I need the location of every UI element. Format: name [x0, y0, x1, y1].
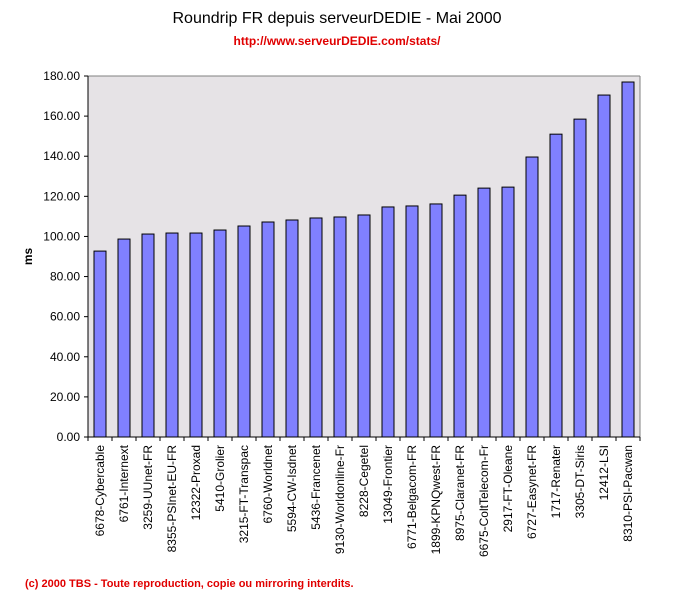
bar	[93, 250, 107, 438]
x-tick-label: 3305-DT-Siris	[573, 445, 587, 518]
x-tick-label: 6675-ColtTelecom-Fr	[477, 445, 491, 557]
x-tick-label: 6727-Easynet-FR	[525, 445, 539, 539]
x-tick-label: 9130-Worldonline-Fr	[333, 445, 347, 554]
bar	[525, 156, 539, 438]
x-tick-label: 8228-Cegetel	[357, 445, 371, 517]
stats-url-link[interactable]: http://www.serveurDEDIE.com/stats/	[233, 34, 441, 48]
bar	[477, 187, 491, 438]
bar	[597, 94, 611, 438]
x-tick-label: 3215-FT-Transpac	[237, 445, 251, 543]
x-tick-label: 13049-Frontier	[381, 445, 395, 524]
x-tick-label: 6761-Internext	[117, 444, 131, 522]
bar	[309, 217, 323, 438]
x-tick-label: 6678-Cybercable	[93, 445, 107, 537]
bar	[333, 216, 347, 438]
x-tick-label: 1899-KPNQwest-FR	[429, 445, 443, 555]
y-axis-label: ms	[21, 248, 35, 266]
x-tick-label: 5410-Grolier	[213, 445, 227, 512]
bar	[141, 233, 155, 438]
y-tick-label: 160.00	[43, 109, 80, 123]
bar	[117, 238, 131, 438]
bar	[357, 214, 371, 438]
y-tick-label: 20.00	[50, 390, 80, 404]
copyright-footer: (c) 2000 TBS - Toute reproduction, copie…	[25, 578, 354, 590]
x-tick-label: 2917-FT-Oleane	[501, 445, 515, 533]
bar	[405, 205, 419, 438]
y-tick-label: 40.00	[50, 350, 80, 364]
x-tick-label: 8310-PSI-Pacwan	[621, 445, 635, 542]
y-tick-label: 120.00	[43, 189, 80, 203]
chart-title: Roundrip FR depuis serveurDEDIE - Mai 20…	[172, 10, 502, 27]
bar	[573, 118, 587, 438]
y-tick-label: 0.00	[57, 430, 81, 444]
y-tick-label: 80.00	[50, 270, 80, 284]
y-tick-label: 180.00	[43, 69, 80, 83]
x-tick-label: 12322-Proxad	[189, 445, 203, 520]
x-tick-label: 8975-Claranet-FR	[453, 445, 467, 541]
bar	[189, 232, 203, 438]
bar	[285, 219, 299, 438]
x-tick-label: 12412-LSI	[597, 445, 611, 500]
x-tick-label: 6771-Belgacom-FR	[405, 445, 419, 549]
bar	[381, 206, 395, 438]
x-tick-label: 3259-UUnet-FR	[141, 445, 155, 530]
x-tick-label: 5436-Francenet	[309, 444, 323, 529]
x-tick-label: 8355-PSInet-EU-FR	[165, 445, 179, 553]
y-tick-label: 100.00	[43, 229, 80, 243]
bar	[429, 203, 443, 438]
bar	[621, 81, 635, 438]
bar	[549, 133, 563, 438]
bar	[261, 221, 275, 438]
bar	[213, 229, 227, 438]
x-tick-label: 6760-Worldnet	[261, 444, 275, 523]
bar	[453, 194, 467, 438]
bar	[501, 186, 515, 438]
y-tick-label: 60.00	[50, 310, 80, 324]
bar	[237, 225, 251, 438]
bar	[165, 232, 179, 438]
x-tick-label: 1717-Renater	[549, 445, 563, 518]
x-tick-label: 5594-CW-Isdnet	[285, 444, 299, 532]
y-tick-label: 140.00	[43, 149, 80, 163]
